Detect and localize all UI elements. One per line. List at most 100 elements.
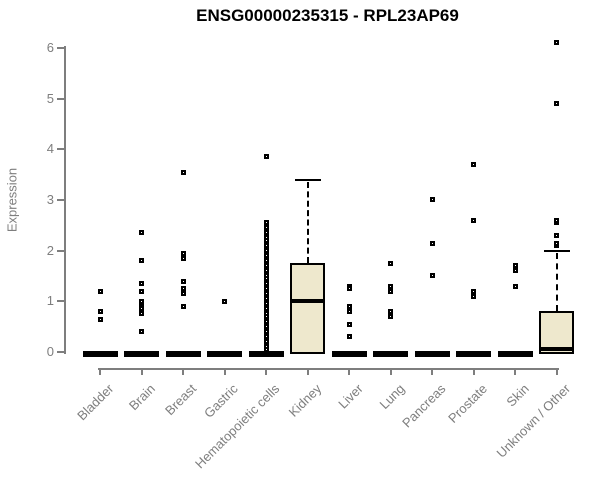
outlier-point	[554, 217, 559, 223]
outlier-point	[388, 308, 393, 314]
outlier-point	[554, 101, 559, 107]
y-tick-label: 3	[46, 191, 54, 207]
outlier-point	[97, 308, 103, 314]
outlier-point	[180, 255, 186, 261]
outlier-point	[471, 217, 476, 223]
y-tick-label: 5	[46, 90, 54, 106]
x-axis-tick	[223, 368, 226, 375]
x-axis-tick	[182, 368, 184, 375]
outlier-point	[180, 169, 186, 175]
x-axis-tick	[99, 368, 101, 375]
collapsed-box-bar	[497, 351, 533, 357]
x-tick-label: Breast	[162, 381, 200, 419]
collapsed-box-bar	[248, 351, 284, 357]
outlier-point	[139, 281, 144, 287]
chart-title: ENSG00000235315 - RPL23AP69	[196, 6, 459, 25]
outlier-point	[388, 314, 393, 320]
whisker-line	[306, 181, 309, 264]
x-tick-label: Bladder	[74, 381, 117, 424]
x-axis-line	[98, 368, 559, 370]
x-axis-tick	[389, 368, 392, 375]
outlier-point	[139, 288, 144, 294]
x-axis-tick	[555, 368, 558, 375]
y-axis-line	[64, 46, 66, 354]
y-tick-label: 4	[46, 141, 54, 157]
y-tick-label: 0	[46, 344, 54, 359]
y-axis-tick	[57, 351, 64, 353]
outlier-point	[139, 230, 144, 236]
collapsed-box-bar	[82, 351, 118, 357]
outlier-point	[471, 293, 476, 299]
outlier-point	[554, 240, 559, 246]
outlier-point	[512, 268, 518, 274]
x-tick-label: Brain	[126, 381, 159, 414]
outlier-point	[554, 40, 559, 46]
outlier-point	[512, 283, 518, 289]
outlier-point	[139, 298, 144, 304]
whisker-line	[555, 252, 558, 312]
x-axis-tick	[431, 368, 433, 375]
outlier-point	[180, 291, 186, 297]
collapsed-box-bar	[124, 351, 159, 357]
median-line	[290, 299, 325, 304]
whisker-cap	[294, 178, 321, 181]
outlier-point	[429, 273, 435, 279]
outlier-point	[388, 260, 393, 266]
outlier-point	[180, 250, 186, 256]
x-axis-tick	[348, 368, 350, 375]
x-axis-tick	[265, 368, 267, 375]
outlier-point	[471, 288, 476, 294]
box	[290, 263, 325, 354]
outlier-point	[97, 288, 103, 294]
y-tick-label: 1	[46, 293, 54, 309]
collapsed-box-bar	[373, 351, 408, 357]
x-axis-tick	[140, 368, 143, 375]
outlier-point	[263, 346, 269, 352]
outlier-point	[139, 311, 144, 317]
outlier-point	[388, 283, 393, 289]
outlier-point	[346, 321, 352, 327]
outlier-point	[471, 162, 476, 168]
y-axis-tick	[57, 300, 64, 303]
x-tick-label: Lung	[376, 381, 408, 413]
outlier-point	[346, 286, 352, 292]
outlier-point	[222, 298, 227, 304]
x-axis-tick	[306, 368, 309, 375]
x-axis-tick	[472, 368, 475, 375]
collapsed-box-bar	[456, 351, 491, 357]
y-tick-label: 2	[46, 242, 54, 258]
x-tick-label: Pancreas	[399, 381, 449, 431]
outlier-point	[388, 288, 393, 294]
outlier-point	[180, 286, 186, 292]
outlier-point	[346, 303, 352, 309]
y-axis-tick	[57, 148, 64, 151]
outlier-point	[263, 154, 269, 160]
outlier-point	[429, 197, 435, 203]
whisker-cap	[543, 249, 570, 252]
outlier-point	[346, 308, 352, 314]
outlier-point	[139, 258, 144, 264]
box	[539, 311, 574, 354]
median-line	[539, 347, 574, 352]
x-tick-label: Liver	[335, 381, 366, 412]
outlier-point	[554, 232, 559, 238]
outlier-point	[429, 240, 435, 246]
y-axis-tick	[57, 249, 64, 252]
x-tick-label: Skin	[503, 381, 532, 410]
collapsed-box-bar	[207, 351, 242, 357]
x-axis-tick	[514, 368, 516, 375]
x-tick-label: Prostate	[445, 381, 491, 426]
y-axis-tick	[57, 97, 64, 100]
y-tick-label: 6	[46, 39, 54, 55]
outlier-point	[97, 316, 103, 322]
outlier-point	[139, 306, 144, 312]
x-tick-label: Kidney	[285, 381, 325, 420]
collapsed-box-bar	[331, 351, 367, 357]
x-tick-label: Gastric	[201, 381, 242, 421]
outlier-point	[180, 278, 186, 284]
y-axis-tick	[57, 198, 64, 201]
y-axis-tick	[57, 46, 64, 49]
outlier-point	[346, 334, 352, 340]
x-tick-label: Unknown / Other	[493, 381, 574, 461]
